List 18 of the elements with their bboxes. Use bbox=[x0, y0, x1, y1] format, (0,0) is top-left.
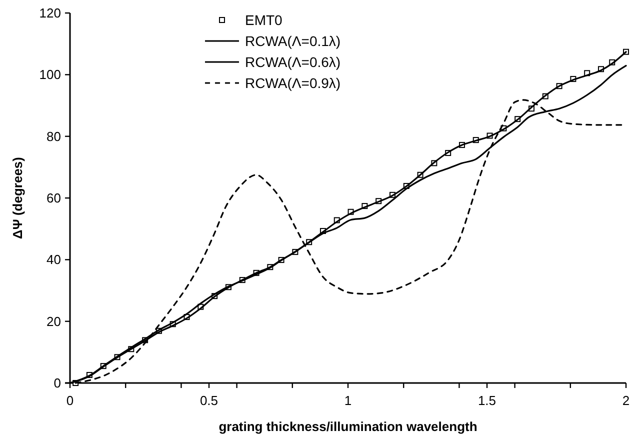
y-tick-label: 40 bbox=[46, 252, 61, 268]
y-tick-label: 120 bbox=[39, 6, 61, 21]
legend-label: RCWA(Λ=0.1λ) bbox=[245, 32, 341, 49]
x-axis-title: grating thickness/illumination wavelength bbox=[218, 419, 478, 434]
y-tick-label: 60 bbox=[46, 190, 61, 206]
y-tick-label: 80 bbox=[46, 128, 61, 144]
y-tick-label: 20 bbox=[46, 314, 61, 329]
x-tick-label: 1 bbox=[344, 393, 352, 408]
x-tick-label: 2 bbox=[622, 393, 630, 408]
legend-label: RCWA(Λ=0.9λ) bbox=[245, 74, 341, 91]
x-tick-label: 0 bbox=[66, 393, 74, 408]
legend-label: RCWA(Λ=0.6λ) bbox=[245, 54, 341, 70]
legend-label: EMT0 bbox=[245, 12, 283, 28]
y-tick-label: 100 bbox=[39, 67, 61, 82]
x-tick-label: 0.5 bbox=[200, 393, 218, 408]
y-axis-title: ΔΨ (degrees) bbox=[10, 157, 25, 239]
x-tick-label: 1.5 bbox=[478, 393, 496, 408]
y-tick-label: 0 bbox=[54, 376, 61, 391]
